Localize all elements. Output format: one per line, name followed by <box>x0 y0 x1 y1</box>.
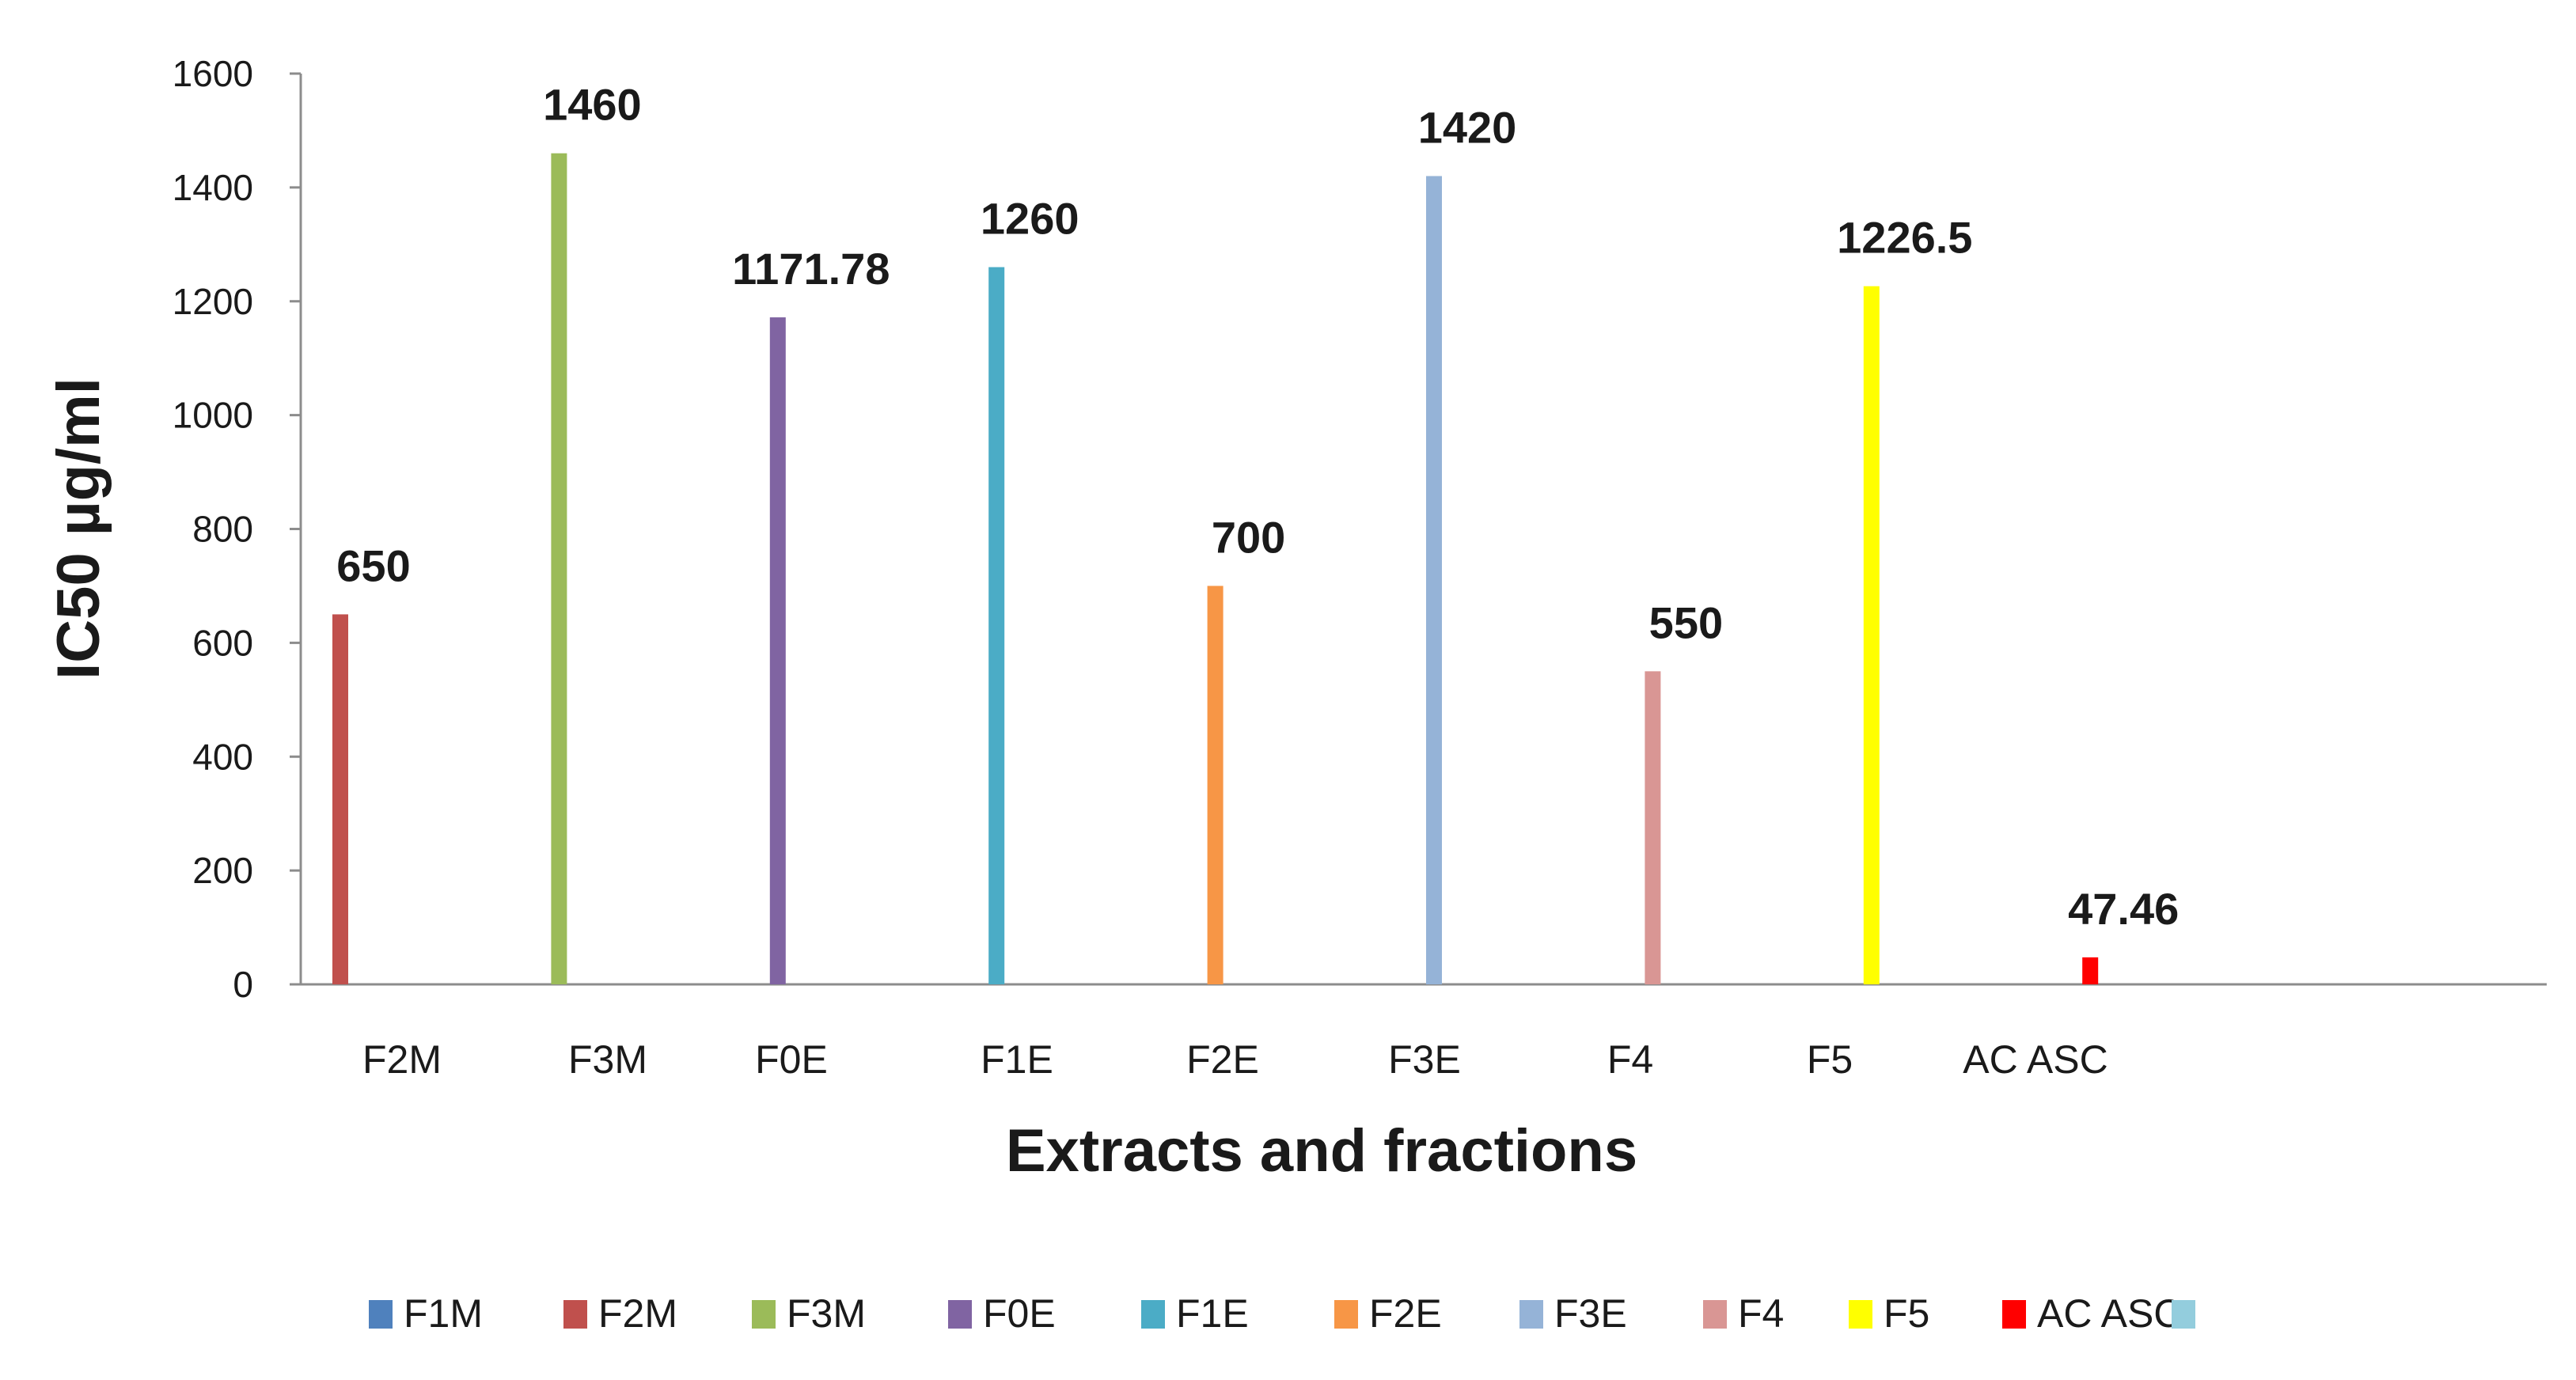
x-tick-label: F2M <box>362 1037 442 1082</box>
data-label: 1460 <box>543 80 642 130</box>
data-label: 550 <box>1649 597 1723 647</box>
x-tick-label: F5 <box>1807 1037 1853 1082</box>
bar-f1e <box>988 267 1005 984</box>
x-tick-label: F3M <box>568 1037 647 1082</box>
legend-label: F2M <box>598 1291 677 1336</box>
legend-swatch <box>369 1300 393 1329</box>
legend-swatch <box>2172 1300 2195 1329</box>
y-tick-labels: 0 200 400 600 800 1000 1200 1400 1600 <box>173 53 301 1005</box>
y-tick-label: 1200 <box>173 281 253 322</box>
legend-swatch <box>1849 1300 1872 1329</box>
legend-swatch <box>1519 1300 1543 1329</box>
bar-f3m <box>551 153 567 984</box>
y-tick-label: 1600 <box>173 53 253 94</box>
bar-ac-asc <box>2082 957 2099 984</box>
y-axis-title: IC50 µg/ml <box>45 377 112 680</box>
bar-f5 <box>1863 286 1880 985</box>
legend: F1M F2M F3M F0E F1E F2E F3E F4 F5 AC ASC <box>369 1291 2195 1336</box>
category-labels: F2M F3M F0E F1E F2E F3E F4 F5 AC ASC <box>362 1037 2108 1082</box>
y-tick-label: 800 <box>192 509 253 550</box>
data-labels: 650 1460 1171.78 1260 700 1420 550 1226.5 47.46 <box>336 80 2179 934</box>
data-label: 1260 <box>981 194 1079 244</box>
legend-label: F3E <box>1554 1291 1627 1336</box>
legend-label: F3M <box>787 1291 866 1336</box>
legend-label: F2E <box>1369 1291 1442 1336</box>
y-tick-label: 600 <box>192 622 253 663</box>
legend-label: F1E <box>1176 1291 1249 1336</box>
bar-f2m <box>332 614 348 984</box>
legend-label: F4 <box>1738 1291 1784 1336</box>
legend-swatch <box>1703 1300 1727 1329</box>
bar-f3e <box>1426 176 1442 985</box>
y-tick-label: 200 <box>192 850 253 891</box>
bar-f4 <box>1645 671 1661 984</box>
data-label: 700 <box>1212 512 1285 562</box>
data-label: 1171.78 <box>732 244 890 294</box>
legend-swatch <box>1141 1300 1165 1329</box>
y-tick-label: 0 <box>233 964 253 1005</box>
legend-label: F1M <box>404 1291 483 1336</box>
data-label: 1420 <box>1418 102 1517 152</box>
legend-label: F0E <box>983 1291 1056 1336</box>
legend-swatch <box>948 1300 972 1329</box>
legend-swatch <box>563 1300 587 1329</box>
x-axis-title: Extracts and fractions <box>1006 1117 1637 1185</box>
y-tick-label: 400 <box>192 736 253 777</box>
legend-swatch <box>2002 1300 2026 1329</box>
y-axis-title-group: IC50 µg/ml <box>45 377 112 680</box>
x-tick-label: AC ASC <box>1963 1037 2107 1082</box>
bar-f0e <box>769 317 786 984</box>
y-tick-label: 1000 <box>173 395 253 436</box>
data-label: 47.46 <box>2068 884 2179 934</box>
axes <box>299 74 2547 986</box>
data-label: 1226.5 <box>1837 213 1972 263</box>
x-tick-label: F3E <box>1388 1037 1461 1082</box>
x-tick-label: F0E <box>755 1037 828 1082</box>
bars <box>332 153 2099 985</box>
legend-label: AC ASC <box>2037 1291 2182 1336</box>
x-tick-label: F2E <box>1186 1037 1259 1082</box>
x-tick-label: F1E <box>981 1037 1053 1082</box>
legend-swatch <box>1334 1300 1358 1329</box>
y-tick-label: 1400 <box>173 167 253 208</box>
bar-f2e <box>1207 586 1224 984</box>
legend-swatch <box>752 1300 776 1329</box>
legend-label: F5 <box>1884 1291 1929 1336</box>
x-tick-label: F4 <box>1607 1037 1653 1082</box>
data-label: 650 <box>336 540 410 590</box>
